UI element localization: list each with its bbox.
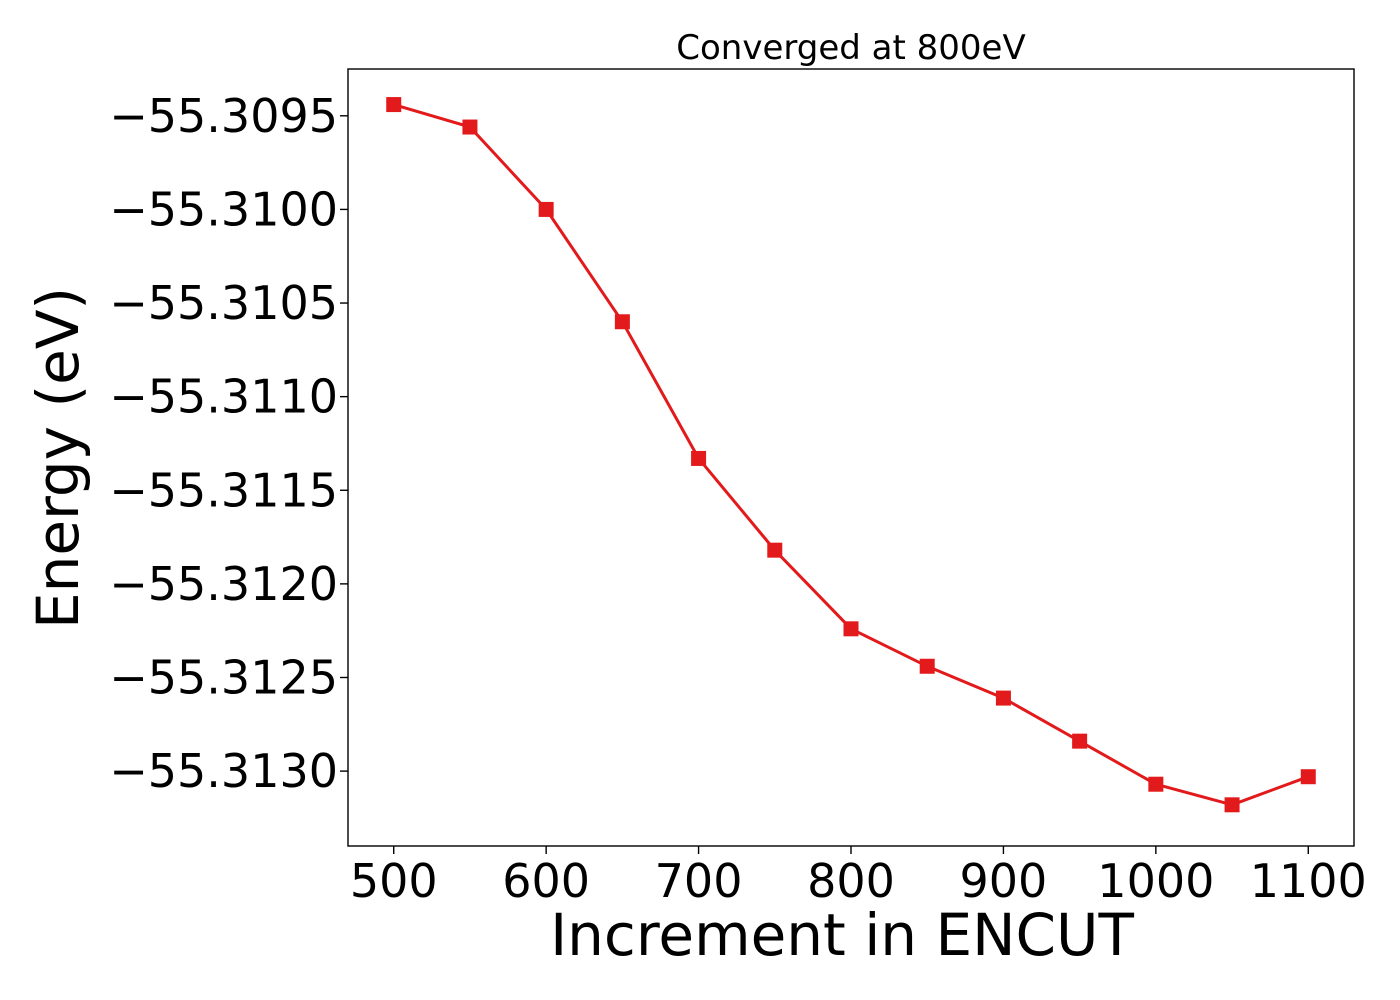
y-tick-label: −55.3110 [109,370,338,424]
x-axis-title: Increment in ENCUT [550,901,1134,969]
data-point-marker [919,658,935,674]
data-point-marker [1148,776,1164,792]
x-tick-label: 800 [807,854,895,908]
plot-area-frame [347,68,1355,847]
y-tick-label: −55.3120 [109,557,338,611]
data-point-marker [843,621,859,637]
y-axis-title: Energy (eV) [24,287,92,629]
x-tick-label: 1100 [1250,854,1367,908]
data-point-marker [462,119,478,135]
data-point-marker [1300,769,1316,785]
data-point-marker [767,542,783,558]
series-layer [386,97,1316,813]
data-point-marker [614,314,630,330]
x-axis-ticks: 500 600 700 800 900 1000 1100 [350,846,1367,908]
y-tick-label: −55.3095 [109,89,338,143]
y-tick-label: −55.3115 [109,463,338,517]
data-point-marker [1224,797,1240,813]
x-tick-label: 1000 [1097,854,1214,908]
y-axis-ticks: −55.3095 −55.3100 −55.3105 −55.3110 −55.3115… [109,89,348,798]
y-tick-label: −55.3105 [109,276,338,330]
data-point-marker [386,97,402,113]
data-point-marker [538,201,554,217]
x-tick-label: 600 [502,854,590,908]
y-tick-label: −55.3130 [109,744,338,798]
y-tick-label: −55.3100 [109,182,338,236]
chart-title: Converged at 800eV [676,28,1025,68]
x-tick-label: 700 [655,854,743,908]
data-point-marker [995,690,1011,706]
x-tick-label: 500 [350,854,438,908]
x-tick-label: 900 [960,854,1048,908]
data-point-marker [691,450,707,466]
y-tick-label: −55.3125 [109,650,338,704]
data-point-marker [1072,733,1088,749]
